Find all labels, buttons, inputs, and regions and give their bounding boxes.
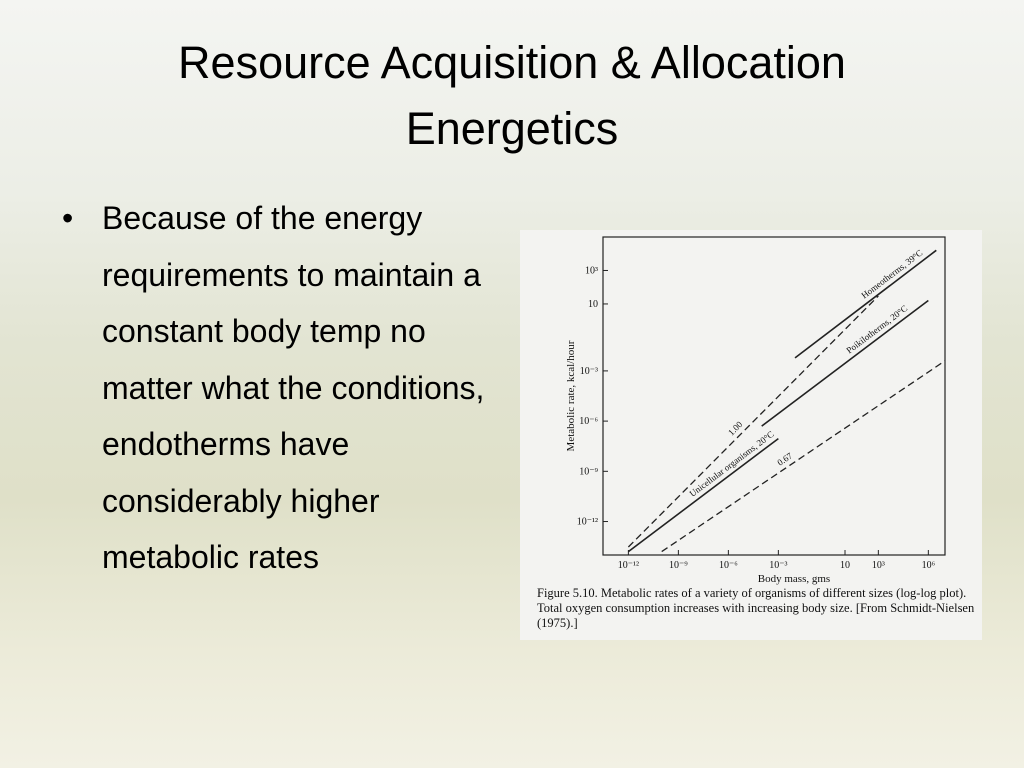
x-axis-label: Body mass, gms bbox=[758, 573, 830, 585]
y-tick-label: 10⁻³ bbox=[580, 366, 598, 377]
y-tick-label: 10⁻⁶ bbox=[579, 416, 598, 427]
x-tick-label: 10⁶ bbox=[922, 560, 936, 571]
figure: 10⁻¹² 10⁻⁹ 10⁻⁶ 10⁻³ 10 10³ 10⁶ 10³ 10 10⁻³ 10⁻⁶ 10… bbox=[520, 230, 982, 640]
series-line bbox=[761, 299, 929, 427]
series-line bbox=[794, 249, 937, 359]
bullet: Because of the energy requirements to ma… bbox=[62, 190, 492, 586]
y-tick-label: 10⁻¹² bbox=[577, 517, 598, 528]
y-tick-label: 10³ bbox=[585, 265, 598, 276]
series-line bbox=[627, 295, 879, 548]
x-tick-label: 10⁻⁶ bbox=[719, 560, 738, 571]
x-tick-label: 10⁻⁹ bbox=[669, 560, 688, 571]
x-tick-label: 10⁻¹² bbox=[618, 560, 639, 571]
y-tick-label: 10 bbox=[588, 299, 598, 310]
x-tick-label: 10⁻³ bbox=[769, 560, 787, 571]
series-line bbox=[627, 437, 779, 553]
slide-title: Resource Acquisition & Allocation Energe… bbox=[178, 37, 846, 154]
series-line bbox=[661, 360, 946, 553]
plot-frame bbox=[602, 236, 946, 556]
x-tick-label: 10³ bbox=[872, 560, 885, 571]
x-tick-label: 10 bbox=[840, 560, 850, 571]
figure-caption: Figure 5.10. Metabolic rates of a variet… bbox=[537, 586, 975, 630]
y-axis-label: Metabolic rate, kcal/hour bbox=[565, 340, 577, 451]
bullet-list: Because of the energy requirements to ma… bbox=[62, 190, 492, 586]
figure-background bbox=[520, 230, 982, 640]
y-tick-label: 10⁻⁹ bbox=[579, 466, 598, 477]
